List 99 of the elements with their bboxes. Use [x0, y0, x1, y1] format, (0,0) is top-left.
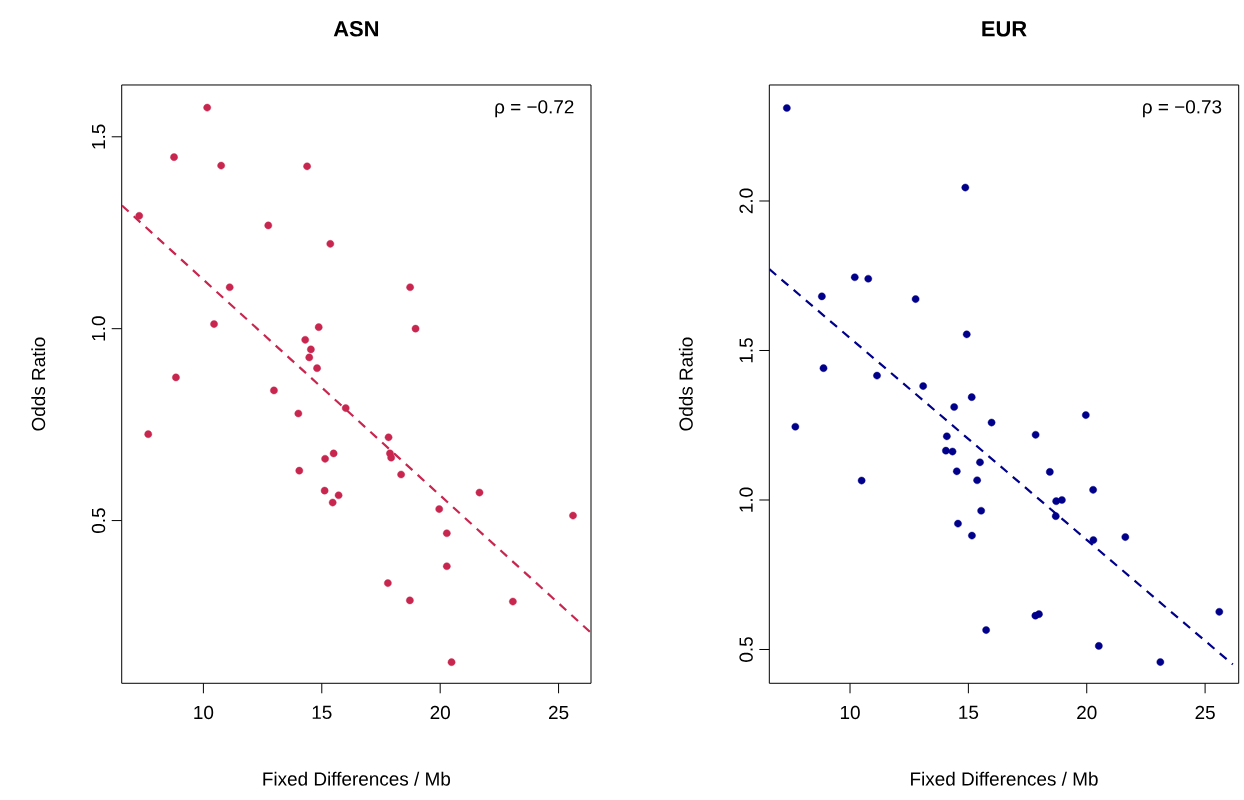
y-tick-label: 0.5	[739, 637, 753, 662]
point	[443, 529, 451, 538]
point	[919, 382, 927, 390]
x-axis-title: Fixed Differences / Mb	[911, 771, 1098, 786]
point	[973, 476, 981, 485]
point	[1089, 536, 1098, 544]
point	[873, 371, 881, 380]
point	[303, 162, 311, 171]
point	[264, 221, 273, 230]
point	[968, 531, 976, 540]
annotation: ρ = −0.73	[1143, 100, 1222, 118]
point	[397, 470, 405, 479]
point	[144, 430, 153, 439]
point	[321, 454, 329, 463]
point	[203, 103, 211, 112]
point	[313, 364, 321, 373]
point	[791, 422, 800, 431]
point	[948, 447, 957, 456]
point	[569, 511, 577, 520]
point	[977, 506, 985, 515]
point	[818, 292, 826, 301]
point	[295, 466, 304, 475]
x-tick-label: 20	[1077, 705, 1097, 720]
x-tick-label: 20	[430, 705, 450, 720]
x-tick-label: 10	[840, 705, 860, 720]
point	[950, 403, 958, 411]
point	[406, 596, 414, 605]
point	[976, 458, 984, 467]
chart-title: EUR	[982, 21, 1027, 37]
point	[819, 364, 828, 372]
point	[864, 274, 873, 283]
point	[411, 324, 420, 333]
point	[447, 658, 456, 666]
chart-title: ASN	[333, 20, 379, 37]
point	[1046, 468, 1054, 476]
point	[294, 409, 303, 418]
point	[783, 104, 791, 112]
point	[961, 183, 970, 192]
point	[217, 161, 225, 170]
point	[270, 386, 278, 395]
point	[305, 353, 314, 362]
point	[1215, 608, 1224, 616]
point	[384, 579, 392, 587]
point	[435, 505, 444, 513]
point	[320, 486, 329, 495]
point	[334, 491, 343, 500]
y-tick-label: 1.0	[739, 487, 753, 512]
point	[952, 467, 961, 476]
x-tick-label: 25	[1195, 705, 1215, 720]
y-tick-label: 0.5	[91, 508, 106, 533]
point	[135, 212, 144, 220]
x-tick-label: 15	[959, 705, 979, 720]
point	[1156, 658, 1165, 666]
point	[1058, 496, 1066, 504]
point	[982, 626, 990, 634]
point	[406, 283, 414, 292]
point	[475, 488, 484, 497]
point	[911, 295, 920, 303]
point	[387, 453, 395, 462]
x-axis-title: Fixed Differences / Mb	[263, 771, 451, 786]
point	[857, 476, 866, 485]
point	[307, 345, 315, 354]
point	[172, 373, 180, 382]
y-tick-label: 1.0	[91, 316, 106, 341]
point	[341, 404, 350, 412]
x-tick-label: 10	[194, 705, 214, 720]
point	[301, 336, 310, 344]
point	[1095, 642, 1103, 650]
point	[1051, 512, 1060, 520]
y-tick-label: 2.0	[739, 188, 753, 214]
point	[170, 153, 178, 161]
annotation: ρ = −0.72	[495, 100, 574, 118]
point	[1031, 431, 1040, 439]
point	[225, 283, 234, 292]
point	[954, 519, 962, 528]
point	[850, 273, 859, 282]
point	[942, 446, 950, 455]
point	[962, 330, 971, 339]
point	[326, 240, 335, 248]
y-tick-label: 1.5	[739, 338, 753, 363]
y-axis-title: Odds Ratio	[31, 337, 46, 431]
point	[314, 323, 323, 331]
point	[509, 597, 517, 606]
point	[384, 433, 393, 442]
x-tick-label: 15	[312, 705, 332, 719]
x-tick-label: 25	[549, 705, 569, 720]
point	[329, 449, 338, 458]
point	[943, 432, 951, 441]
point	[210, 320, 218, 328]
point	[328, 498, 337, 507]
point	[967, 393, 976, 401]
y-axis-title: Odds Ratio	[678, 337, 693, 431]
point	[1089, 486, 1097, 494]
point	[987, 418, 996, 427]
point	[1121, 533, 1130, 541]
y-tick-label: 1.5	[92, 124, 106, 149]
point	[443, 562, 451, 571]
point	[1082, 411, 1090, 419]
point	[1035, 610, 1043, 619]
